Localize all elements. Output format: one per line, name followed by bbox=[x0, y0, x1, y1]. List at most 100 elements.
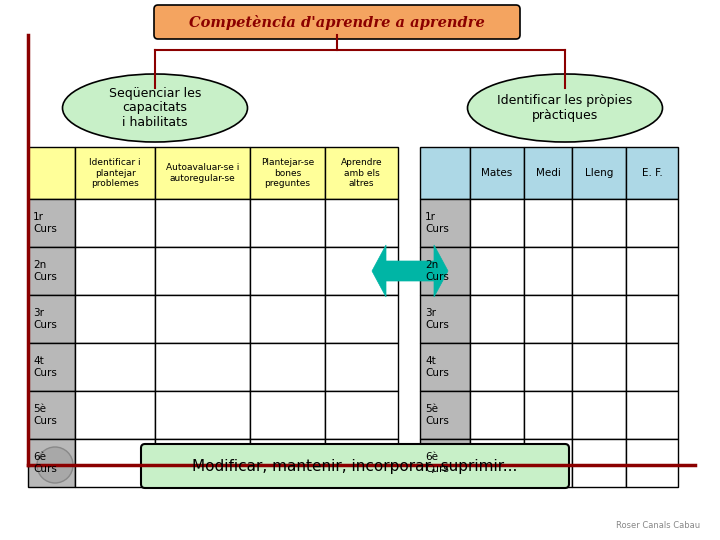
Text: Modificar, mantenir, incorporar, suprimir...: Modificar, mantenir, incorporar, suprimi… bbox=[192, 458, 518, 474]
Text: Autoavaluar-se i
autoregular-se: Autoavaluar-se i autoregular-se bbox=[166, 163, 239, 183]
Bar bbox=[470, 147, 524, 199]
Bar bbox=[420, 147, 470, 199]
Bar bbox=[572, 199, 626, 247]
Bar bbox=[572, 147, 626, 199]
Bar bbox=[420, 295, 470, 343]
Text: 3r
Curs: 3r Curs bbox=[33, 308, 57, 330]
Text: Identificar i
plantejar
problemes: Identificar i plantejar problemes bbox=[89, 158, 141, 188]
Bar bbox=[250, 295, 325, 343]
Bar bbox=[572, 391, 626, 439]
Text: Lleng: Lleng bbox=[585, 168, 613, 178]
Bar bbox=[626, 343, 678, 391]
Bar bbox=[470, 391, 524, 439]
Bar bbox=[626, 147, 678, 199]
Text: E. F.: E. F. bbox=[642, 168, 662, 178]
Bar bbox=[420, 199, 470, 247]
Text: Mates: Mates bbox=[482, 168, 513, 178]
Bar bbox=[325, 247, 398, 295]
Bar bbox=[75, 247, 155, 295]
Bar bbox=[524, 147, 572, 199]
Bar bbox=[155, 295, 250, 343]
Bar bbox=[524, 439, 572, 487]
Bar bbox=[524, 199, 572, 247]
Ellipse shape bbox=[467, 74, 662, 142]
Text: Roser Canals Cabau: Roser Canals Cabau bbox=[616, 521, 700, 530]
Text: 6è
Curs: 6è Curs bbox=[33, 452, 57, 474]
Bar bbox=[250, 439, 325, 487]
Bar bbox=[28, 295, 75, 343]
Bar bbox=[75, 391, 155, 439]
Bar bbox=[626, 391, 678, 439]
Bar bbox=[325, 295, 398, 343]
Bar bbox=[75, 439, 155, 487]
Polygon shape bbox=[372, 245, 448, 297]
Text: Plantejar-se
bones
preguntes: Plantejar-se bones preguntes bbox=[261, 158, 314, 188]
Bar bbox=[250, 343, 325, 391]
Bar bbox=[325, 199, 398, 247]
Bar bbox=[572, 295, 626, 343]
Text: 6è
Curs: 6è Curs bbox=[425, 452, 449, 474]
Bar bbox=[470, 247, 524, 295]
Text: Seqüenciar les
capacitats
i habilitats: Seqüenciar les capacitats i habilitats bbox=[109, 86, 201, 130]
Bar bbox=[155, 343, 250, 391]
Bar bbox=[470, 199, 524, 247]
Bar bbox=[28, 199, 75, 247]
Text: 4t
Curs: 4t Curs bbox=[425, 356, 449, 378]
Bar bbox=[470, 439, 524, 487]
Bar bbox=[470, 343, 524, 391]
Bar bbox=[28, 343, 75, 391]
Bar bbox=[325, 391, 398, 439]
Bar bbox=[250, 247, 325, 295]
Bar bbox=[325, 147, 398, 199]
Bar bbox=[524, 247, 572, 295]
Text: 2n
Curs: 2n Curs bbox=[33, 260, 57, 282]
Bar bbox=[572, 247, 626, 295]
Bar bbox=[325, 439, 398, 487]
Bar bbox=[28, 247, 75, 295]
Bar bbox=[626, 247, 678, 295]
Bar bbox=[28, 147, 75, 199]
Bar bbox=[524, 343, 572, 391]
Bar bbox=[28, 439, 75, 487]
Bar bbox=[75, 199, 155, 247]
Bar bbox=[420, 247, 470, 295]
Bar bbox=[155, 247, 250, 295]
Text: 3r
Curs: 3r Curs bbox=[425, 308, 449, 330]
Text: Medi: Medi bbox=[536, 168, 560, 178]
Bar bbox=[524, 295, 572, 343]
Bar bbox=[75, 147, 155, 199]
Text: 4t
Curs: 4t Curs bbox=[33, 356, 57, 378]
FancyBboxPatch shape bbox=[141, 444, 569, 488]
Bar bbox=[325, 343, 398, 391]
Bar bbox=[28, 391, 75, 439]
Bar bbox=[420, 391, 470, 439]
Bar bbox=[470, 295, 524, 343]
Bar bbox=[75, 343, 155, 391]
Text: 2n
Curs: 2n Curs bbox=[425, 260, 449, 282]
Text: 5è
Curs: 5è Curs bbox=[33, 404, 57, 426]
Circle shape bbox=[37, 447, 73, 483]
Text: 1r
Curs: 1r Curs bbox=[425, 212, 449, 234]
Bar bbox=[626, 199, 678, 247]
Bar bbox=[155, 147, 250, 199]
Bar bbox=[524, 391, 572, 439]
Bar bbox=[155, 391, 250, 439]
Text: 1r
Curs: 1r Curs bbox=[33, 212, 57, 234]
Ellipse shape bbox=[63, 74, 248, 142]
Bar bbox=[420, 343, 470, 391]
Bar bbox=[155, 439, 250, 487]
Text: 5è
Curs: 5è Curs bbox=[425, 404, 449, 426]
Bar bbox=[626, 439, 678, 487]
Bar bbox=[626, 295, 678, 343]
Bar bbox=[250, 147, 325, 199]
Bar bbox=[250, 199, 325, 247]
Bar bbox=[572, 343, 626, 391]
Bar bbox=[420, 439, 470, 487]
Text: Competència d'aprendre a aprendre: Competència d'aprendre a aprendre bbox=[189, 15, 485, 30]
Bar bbox=[155, 199, 250, 247]
Text: Identificar les pròpies
pràctiques: Identificar les pròpies pràctiques bbox=[498, 94, 633, 122]
FancyBboxPatch shape bbox=[154, 5, 520, 39]
Bar bbox=[75, 295, 155, 343]
Bar bbox=[250, 391, 325, 439]
Bar bbox=[572, 439, 626, 487]
